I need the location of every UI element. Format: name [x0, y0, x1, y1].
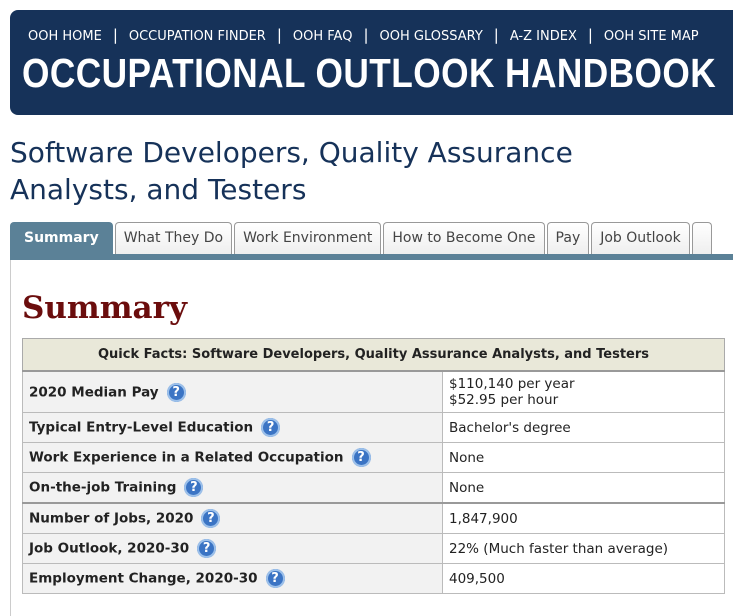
- nav-separator: |: [112, 26, 118, 44]
- fact-value: 22% (Much faster than average): [449, 540, 669, 557]
- site-header: OOH HOME | OCCUPATION FINDER | OOH FAQ | OOH G…: [10, 10, 733, 115]
- nav-link[interactable]: OOH SITE MAP: [603, 29, 699, 44]
- fact-value: None: [449, 449, 485, 466]
- tab[interactable]: Work Environment: [234, 222, 382, 255]
- tab-stub[interactable]: [691, 222, 712, 255]
- fact-value-cell: Bachelor's degree: [442, 412, 725, 443]
- fact-value-cell: None: [442, 442, 725, 473]
- fact-label: Typical Entry-Level Education: [29, 419, 254, 436]
- nav-link[interactable]: OOH HOME: [28, 29, 102, 44]
- fact-label-cell: Number of Jobs, 2020?: [22, 502, 443, 534]
- nav-link[interactable]: A-Z INDEX: [509, 29, 577, 44]
- tab-underline: [10, 254, 733, 260]
- page-title-line: Software Developers, Quality Assurance: [10, 136, 573, 169]
- fact-label: On-the-job Training: [29, 479, 177, 496]
- fact-label-cell: On-the-job Training?: [22, 472, 443, 504]
- nav-link[interactable]: OOH GLOSSARY: [379, 29, 483, 44]
- tab[interactable]: What They Do: [114, 222, 233, 255]
- fact-label: Work Experience in a Related Occupation: [29, 449, 344, 466]
- fact-label-cell: Job Outlook, 2020-30?: [22, 533, 443, 564]
- fact-value: None: [449, 479, 485, 496]
- tab[interactable]: Pay: [546, 222, 590, 255]
- table-row: On-the-job Training? None: [22, 472, 725, 504]
- help-icon[interactable]: ?: [265, 569, 285, 588]
- fact-label-cell: Typical Entry-Level Education?: [22, 412, 443, 443]
- table-row: Work Experience in a Related Occupation?…: [22, 442, 725, 473]
- nav-separator: |: [493, 26, 499, 44]
- nav-link[interactable]: OOH FAQ: [292, 29, 353, 44]
- fact-label: Job Outlook, 2020-30: [29, 540, 190, 557]
- fact-value: 1,847,900: [449, 510, 518, 527]
- help-icon[interactable]: ?: [261, 418, 281, 437]
- nav-bar: OOH HOME | OCCUPATION FINDER | OOH FAQ | OOH G…: [28, 26, 699, 44]
- tab[interactable]: Job Outlook: [591, 222, 690, 255]
- section-title: Summary: [22, 290, 187, 326]
- fact-value: 409,500: [449, 570, 505, 587]
- fact-label-cell: Employment Change, 2020-30?: [22, 563, 443, 594]
- fact-value-cell: $110,140 per year $52.95 per hour: [442, 370, 725, 413]
- nav-separator: |: [276, 26, 282, 44]
- table-row: Number of Jobs, 2020? 1,847,900: [22, 502, 725, 534]
- table-row: Typical Entry-Level Education? Bachelor's…: [22, 412, 725, 443]
- fact-label-cell: Work Experience in a Related Occupation?: [22, 442, 443, 473]
- table-row: Job Outlook, 2020-30? 22% (Much faster th…: [22, 533, 725, 564]
- nav-separator: |: [587, 26, 593, 44]
- nav-separator: |: [363, 26, 369, 44]
- tab[interactable]: How to Become One: [383, 222, 545, 255]
- fact-label: Employment Change, 2020-30: [29, 570, 258, 587]
- help-icon[interactable]: ?: [197, 539, 217, 558]
- table-caption: Quick Facts: Software Developers, Qualit…: [22, 338, 725, 372]
- fact-label: 2020 Median Pay: [29, 384, 159, 400]
- help-icon[interactable]: ?: [201, 509, 221, 528]
- tab[interactable]: Summary: [10, 222, 113, 255]
- table-row: 2020 Median Pay? $110,140 per year $52.95 …: [22, 370, 725, 413]
- fact-value: $52.95 per hour: [449, 392, 559, 408]
- fact-value-cell: 1,847,900: [442, 502, 725, 534]
- tab-bar: Summary What They Do Work Environment How t…: [10, 222, 714, 255]
- fact-value: $110,140 per year: [449, 376, 575, 392]
- help-icon[interactable]: ?: [351, 448, 371, 467]
- help-icon[interactable]: ?: [184, 478, 204, 497]
- nav-link[interactable]: OCCUPATION FINDER: [128, 29, 266, 44]
- quick-facts-table: Quick Facts: Software Developers, Qualit…: [22, 338, 725, 594]
- fact-value-cell: 22% (Much faster than average): [442, 533, 725, 564]
- content-border: [10, 260, 11, 616]
- page-title-line: Analysts, and Testers: [10, 173, 307, 206]
- fact-value: Bachelor's degree: [449, 419, 571, 436]
- site-title[interactable]: OCCUPATIONAL OUTLOOK HANDBOOK: [22, 50, 717, 96]
- help-icon[interactable]: ?: [166, 382, 186, 402]
- page-title: Software Developers, Quality Assurance A…: [10, 134, 573, 208]
- fact-value-cell: None: [442, 472, 725, 504]
- fact-label-cell: 2020 Median Pay?: [22, 370, 443, 413]
- fact-value-cell: 409,500: [442, 563, 725, 594]
- fact-label: Number of Jobs, 2020: [29, 510, 194, 527]
- table-row: Employment Change, 2020-30? 409,500: [22, 563, 725, 594]
